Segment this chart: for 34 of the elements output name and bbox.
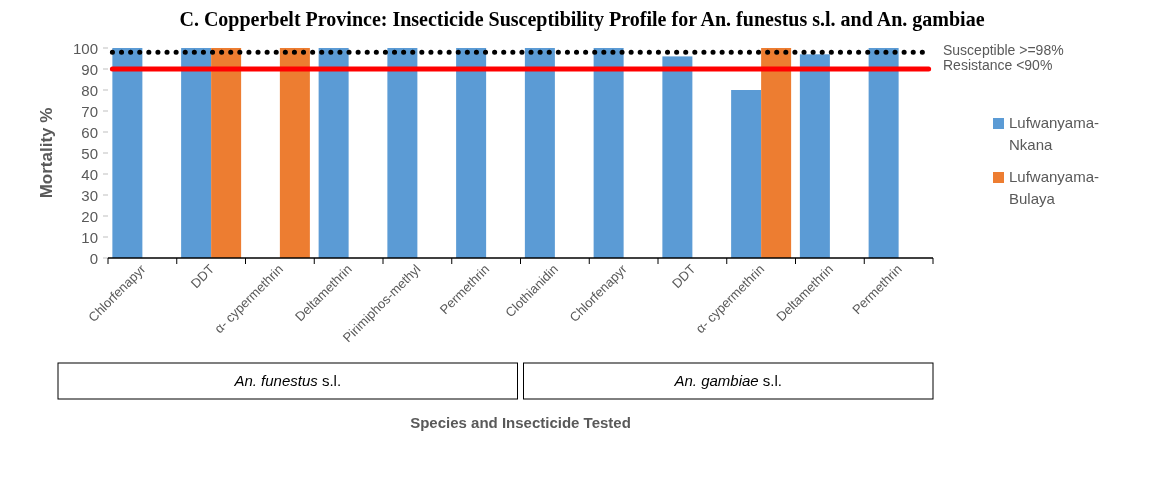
bar xyxy=(799,54,830,258)
bar xyxy=(662,56,693,258)
text: An. gambiae s.l. xyxy=(673,372,783,389)
y-tick-label: 70 xyxy=(81,102,98,120)
text: An. funestus s.l. xyxy=(233,372,342,389)
bar xyxy=(112,48,143,258)
bar xyxy=(318,48,349,258)
legend-label: Lufwanyama-Bulaya xyxy=(1009,168,1100,207)
bar xyxy=(593,48,624,258)
bar xyxy=(279,48,310,258)
bar xyxy=(868,48,899,258)
ref-line-label: Resistance <90% xyxy=(943,57,1053,74)
chart-title: C. Copperbelt Province: Insecticide Susceptibility Profile for An. funestus s.l. and An. gambiae xyxy=(179,8,985,31)
y-tick-label: 20 xyxy=(81,207,98,225)
y-tick-label: 30 xyxy=(81,186,98,204)
bar xyxy=(211,48,242,258)
bar xyxy=(387,48,418,258)
y-tick-label: 0 xyxy=(89,249,98,267)
y-tick-label: 40 xyxy=(81,165,98,183)
y-tick-label: 60 xyxy=(81,123,98,141)
y-tick-label: 50 xyxy=(81,144,98,162)
bar xyxy=(731,90,762,258)
y-tick-label: 80 xyxy=(81,81,98,99)
bar xyxy=(524,48,555,258)
bar xyxy=(456,48,487,258)
y-axis-title: Mortality % xyxy=(37,107,56,199)
bar xyxy=(181,48,212,258)
legend-label: Lufwanyama-Nkana xyxy=(1009,114,1100,153)
y-tick-label: 100 xyxy=(72,39,98,57)
y-tick-label: 10 xyxy=(81,228,98,246)
y-tick-label: 90 xyxy=(81,60,98,78)
x-axis-title: Species and Insecticide Tested xyxy=(410,414,631,431)
bar xyxy=(761,48,792,258)
ref-line-label: Susceptible >=98% xyxy=(943,42,1064,58)
